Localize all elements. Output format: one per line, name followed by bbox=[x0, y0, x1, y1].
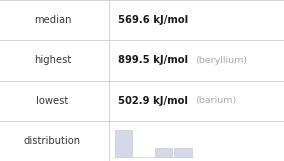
Bar bbox=[174, 148, 192, 157]
Text: (barium): (barium) bbox=[195, 96, 236, 105]
Text: 502.9 kJ/mol: 502.9 kJ/mol bbox=[118, 96, 188, 106]
Text: 569.6 kJ/mol: 569.6 kJ/mol bbox=[118, 15, 188, 25]
Text: (beryllium): (beryllium) bbox=[195, 56, 247, 65]
Text: highest: highest bbox=[34, 55, 71, 65]
Text: lowest: lowest bbox=[36, 96, 69, 106]
Bar bbox=[115, 130, 132, 157]
Text: 899.5 kJ/mol: 899.5 kJ/mol bbox=[118, 55, 188, 65]
Text: median: median bbox=[34, 15, 71, 25]
Text: distribution: distribution bbox=[24, 136, 81, 146]
Bar bbox=[154, 148, 172, 157]
